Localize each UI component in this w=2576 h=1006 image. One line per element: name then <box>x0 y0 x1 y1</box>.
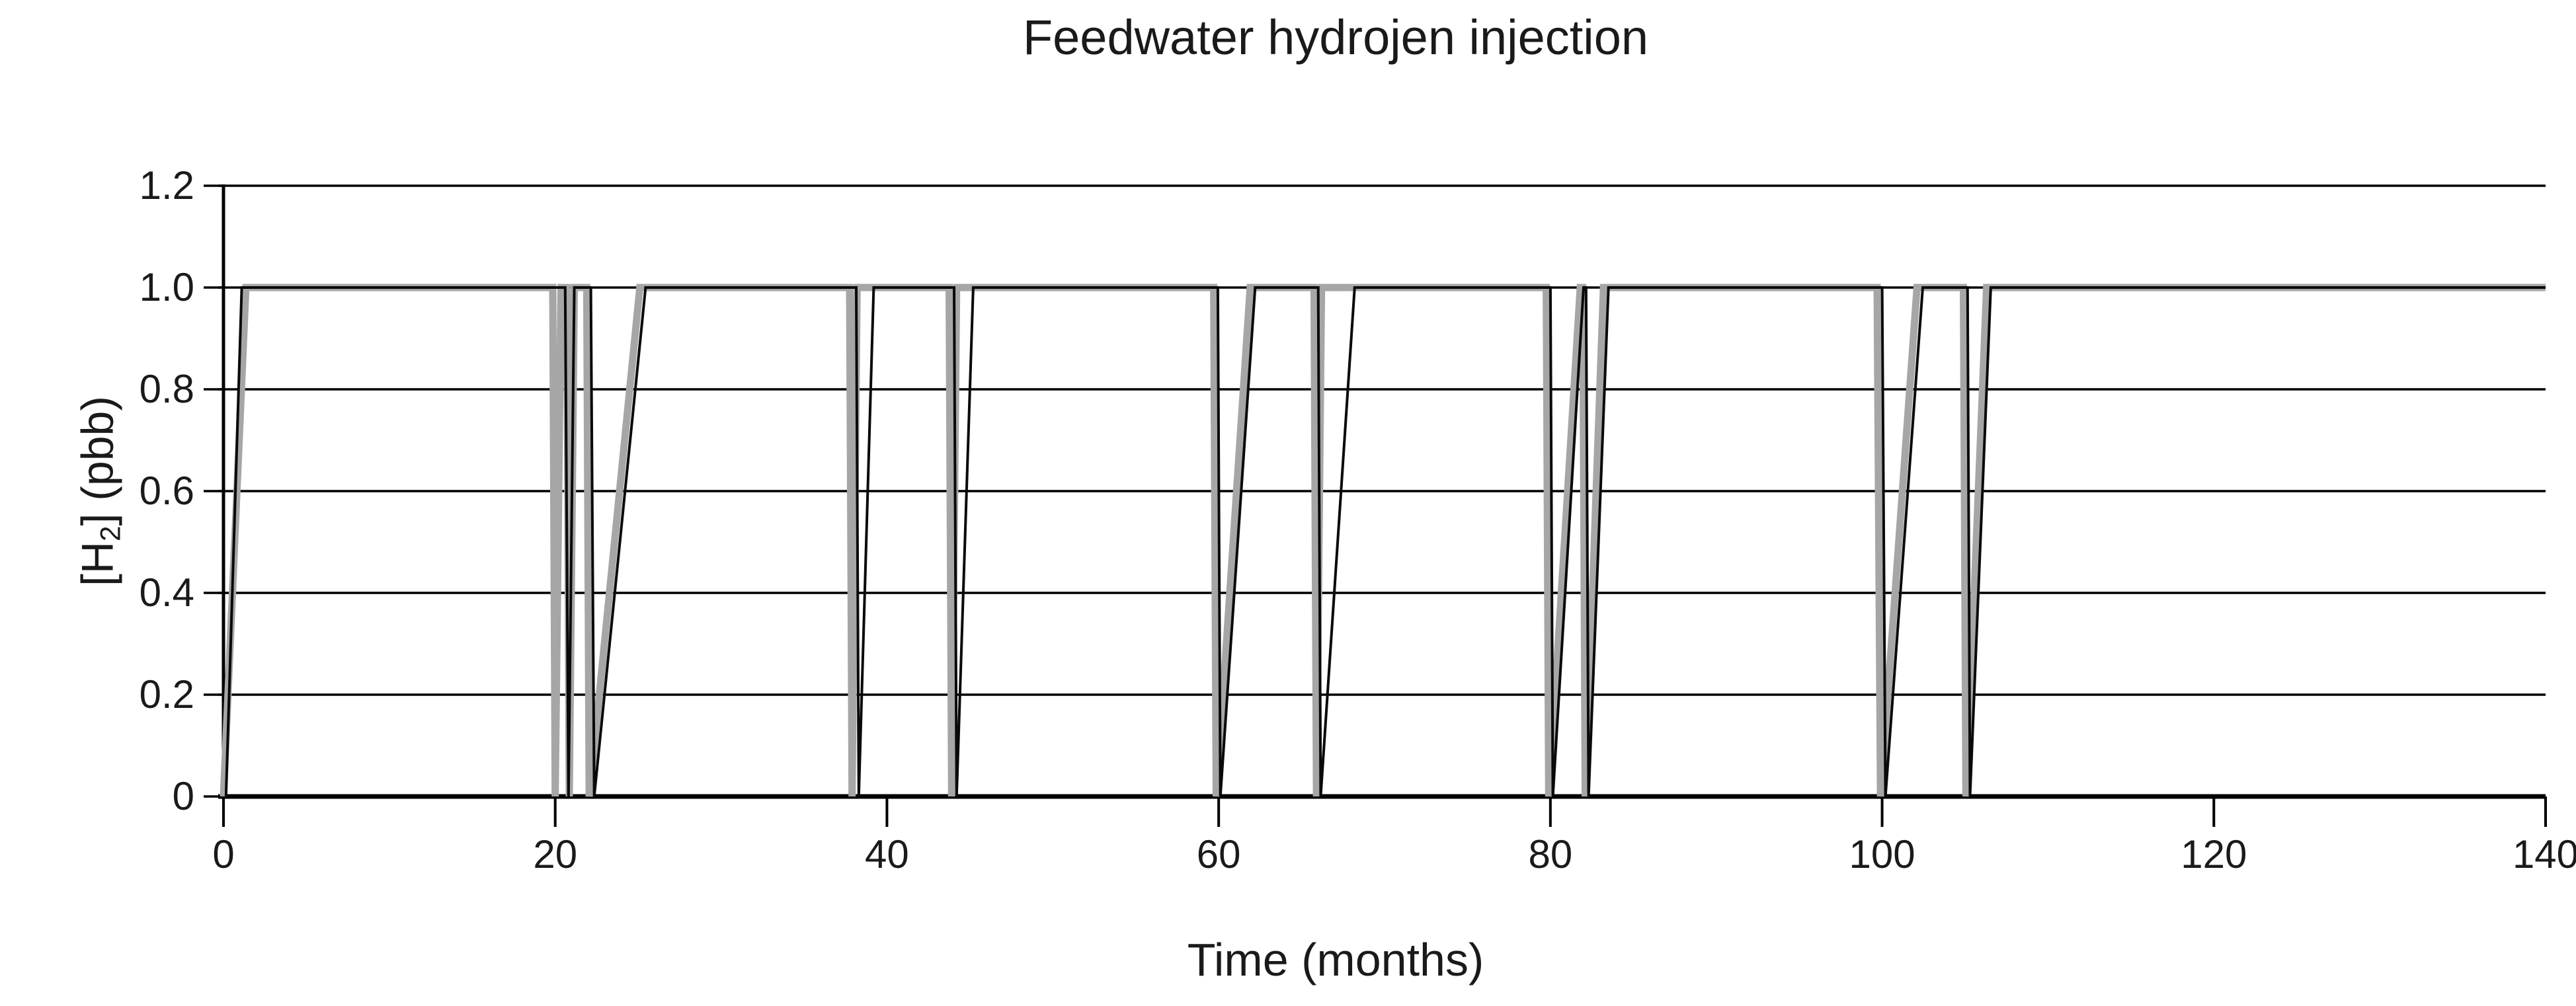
x-tick-label: 100 <box>1849 832 1915 876</box>
y-tick-label: 0 <box>173 774 194 818</box>
x-axis-title: Time (months) <box>1187 934 1484 986</box>
y-tick-label: 0.6 <box>140 469 194 513</box>
y-tick-label: 0.4 <box>140 570 194 615</box>
x-tick-label: 60 <box>1197 832 1241 876</box>
x-tick-label: 40 <box>865 832 909 876</box>
x-tick-label: 0 <box>212 832 234 876</box>
y-tick-label: 1.2 <box>140 163 194 208</box>
x-tick-label: 140 <box>2513 832 2576 876</box>
x-tick-label: 120 <box>2181 832 2247 876</box>
y-tick-label: 1.0 <box>140 265 194 309</box>
y-tick-label: 0.2 <box>140 672 194 716</box>
series-black-trace <box>224 286 2546 797</box>
x-tick-label: 20 <box>533 832 577 876</box>
y-tick-label: 0.8 <box>140 367 194 411</box>
x-tick-label: 80 <box>1528 832 1572 876</box>
chart-title: Feedwater hydrojen injection <box>1022 10 1649 65</box>
